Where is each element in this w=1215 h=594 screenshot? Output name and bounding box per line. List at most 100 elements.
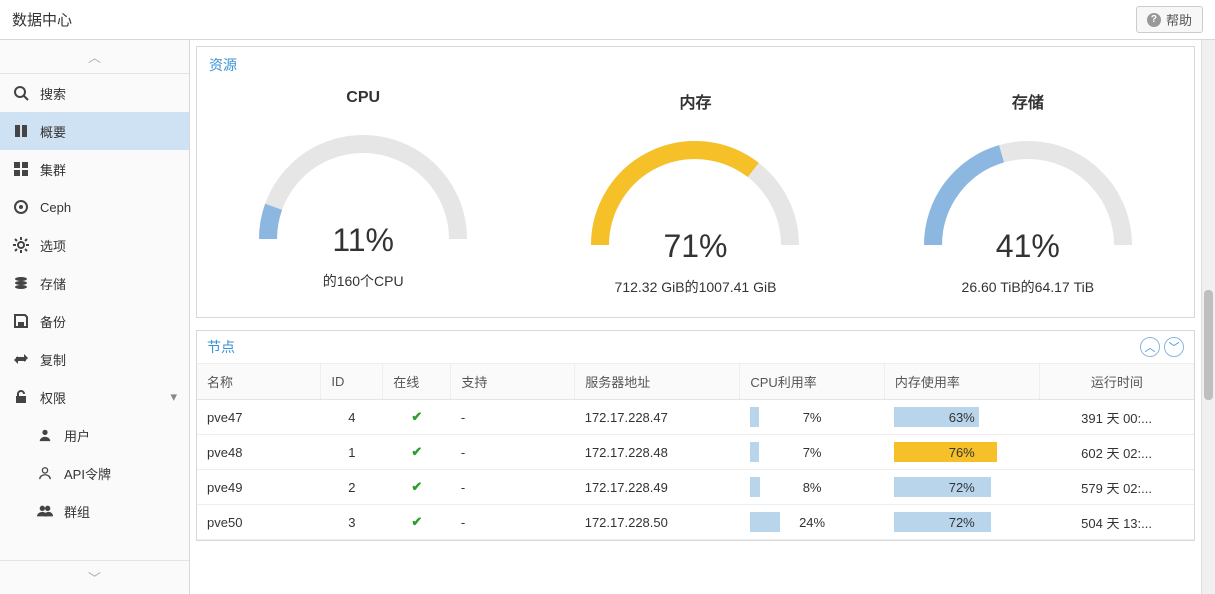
sidebar-item-permissions[interactable]: 权限▾ (0, 378, 189, 416)
col-name[interactable]: 名称 (197, 364, 321, 400)
sidebar-item-label: 复制 (40, 350, 66, 369)
table-row[interactable]: pve481✔-172.17.228.487%76%602 天 02:... (197, 435, 1194, 470)
cell-support: - (451, 435, 575, 470)
gauge-label: CPU (346, 89, 380, 107)
gauge-subtitle: 712.32 GiB的1007.41 GiB (615, 277, 777, 297)
table-row[interactable]: pve503✔-172.17.228.5024%72%504 天 13:... (197, 505, 1194, 540)
resources-title: 资源 (197, 47, 1194, 79)
users-icon (36, 504, 54, 518)
gauge-chart: 11% (243, 119, 483, 259)
user-icon (36, 428, 54, 442)
gauge-chart: 71% (575, 125, 815, 265)
cell-support: - (451, 400, 575, 435)
sidebar-item-ceph[interactable]: Ceph (0, 188, 189, 226)
col-cpu[interactable]: CPU利用率 (740, 364, 884, 400)
col-mem[interactable]: 内存使用率 (884, 364, 1039, 400)
cell-id: 4 (321, 400, 383, 435)
table-row[interactable]: pve492✔-172.17.228.498%72%579 天 02:... (197, 470, 1194, 505)
sidebar-item-label: 集群 (40, 160, 66, 179)
sidebar-item-replication[interactable]: 复制 (0, 340, 189, 378)
stack-icon (12, 275, 30, 291)
sidebar-item-label: 群组 (64, 502, 90, 521)
main-content: 资源 CPU 11% 的160个CPU 内存 71% 712.32 GiB的1007.41… (190, 40, 1201, 594)
usage-bar: 8% (750, 477, 874, 497)
gauge-subtitle: 的160个CPU (323, 271, 404, 291)
outline-user-icon (36, 466, 54, 480)
sidebar-item-cluster[interactable]: 集群 (0, 150, 189, 188)
gauge-label: 内存 (679, 89, 711, 113)
cell-address: 172.17.228.47 (575, 400, 740, 435)
repeat-icon (12, 351, 30, 367)
grid-icon (12, 161, 30, 177)
chevron-up-icon: ︿ (88, 47, 101, 66)
usage-bar: 63% (894, 407, 1029, 427)
cell-cpu: 7% (740, 435, 884, 470)
unlock-icon (12, 389, 30, 405)
cell-mem: 72% (884, 505, 1039, 540)
cell-mem: 72% (884, 470, 1039, 505)
check-icon: ✔ (411, 514, 422, 529)
sidebar-item-backup[interactable]: 备份 (0, 302, 189, 340)
usage-bar: 24% (750, 512, 874, 532)
gauge-chart: 41% (908, 125, 1148, 265)
cell-mem: 63% (884, 400, 1039, 435)
cell-online: ✔ (383, 400, 451, 435)
book-icon (12, 123, 30, 139)
cell-online: ✔ (383, 435, 451, 470)
col-id[interactable]: ID (321, 364, 383, 400)
collapse-up-button[interactable]: ︿ (1140, 337, 1160, 357)
sidebar-item-label: 搜索 (40, 84, 66, 103)
sidebar-collapse-down[interactable]: ﹀ (0, 560, 189, 594)
sidebar-item-groups[interactable]: 群组 (0, 492, 189, 530)
table-row[interactable]: pve474✔-172.17.228.477% 63% 391 天 00:... (197, 400, 1194, 435)
gauge-percent: 71% (575, 228, 815, 265)
usage-bar: 7% (750, 442, 874, 462)
col-uptime[interactable]: 运行时间 (1039, 364, 1194, 400)
sidebar-item-label: API令牌 (64, 464, 111, 483)
cell-cpu: 7% (740, 400, 884, 435)
scrollbar[interactable] (1201, 40, 1215, 594)
cell-name: pve47 (197, 400, 321, 435)
col-online[interactable]: 在线 (383, 364, 451, 400)
sidebar-item-summary[interactable]: 概要 (0, 112, 189, 150)
cell-address: 172.17.228.49 (575, 470, 740, 505)
check-icon: ✔ (411, 444, 422, 459)
sidebar-item-label: 备份 (40, 312, 66, 331)
cell-support: - (451, 505, 575, 540)
gear-icon (12, 237, 30, 253)
sidebar-item-storage[interactable]: 存储 (0, 264, 189, 302)
sidebar-item-api-tokens[interactable]: API令牌 (0, 454, 189, 492)
sidebar-item-users[interactable]: 用户 (0, 416, 189, 454)
search-icon (12, 85, 30, 101)
sidebar-item-options[interactable]: 选项 (0, 226, 189, 264)
cell-mem: 76% (884, 435, 1039, 470)
help-button[interactable]: ? 帮助 (1136, 6, 1203, 33)
gauge-storage: 存储41%26.60 TiB的64.17 TiB (862, 89, 1194, 297)
cell-uptime: 391 天 00:... (1039, 400, 1194, 435)
collapse-down-button[interactable]: ﹀ (1164, 337, 1184, 357)
sidebar-collapse-up[interactable]: ︿ (0, 40, 189, 74)
nodes-table: 名称ID在线支持服务器地址CPU利用率内存使用率运行时间 pve474✔-172… (197, 364, 1194, 540)
cell-online: ✔ (383, 470, 451, 505)
gauge-label: 存储 (1012, 89, 1044, 113)
cell-support: - (451, 470, 575, 505)
gauges-row: CPU 11% 的160个CPU 内存 71% 712.32 GiB的1007.41 Gi… (197, 79, 1194, 317)
cell-id: 2 (321, 470, 383, 505)
col-support[interactable]: 支持 (451, 364, 575, 400)
nodes-title: 节点 (207, 337, 235, 357)
chevron-down-icon: ▾ (170, 389, 177, 405)
nodes-panel: 节点 ︿ ﹀ 名称ID在线支持服务器地址CPU利用率内存使用率运行时间 pve4… (196, 330, 1195, 541)
cell-uptime: 579 天 02:... (1039, 470, 1194, 505)
sidebar-item-search[interactable]: 搜索 (0, 74, 189, 112)
target-icon (12, 199, 30, 215)
sidebar-item-label: 概要 (40, 122, 66, 141)
col-address[interactable]: 服务器地址 (575, 364, 740, 400)
cell-uptime: 504 天 13:... (1039, 505, 1194, 540)
top-bar: 数据中心 ? 帮助 (0, 0, 1215, 40)
help-icon: ? (1147, 13, 1161, 27)
usage-bar: 72% (894, 512, 1029, 532)
check-icon: ✔ (411, 479, 422, 494)
cell-name: pve50 (197, 505, 321, 540)
chevron-down-icon: ﹀ (88, 568, 101, 587)
scrollbar-thumb[interactable] (1204, 290, 1213, 400)
